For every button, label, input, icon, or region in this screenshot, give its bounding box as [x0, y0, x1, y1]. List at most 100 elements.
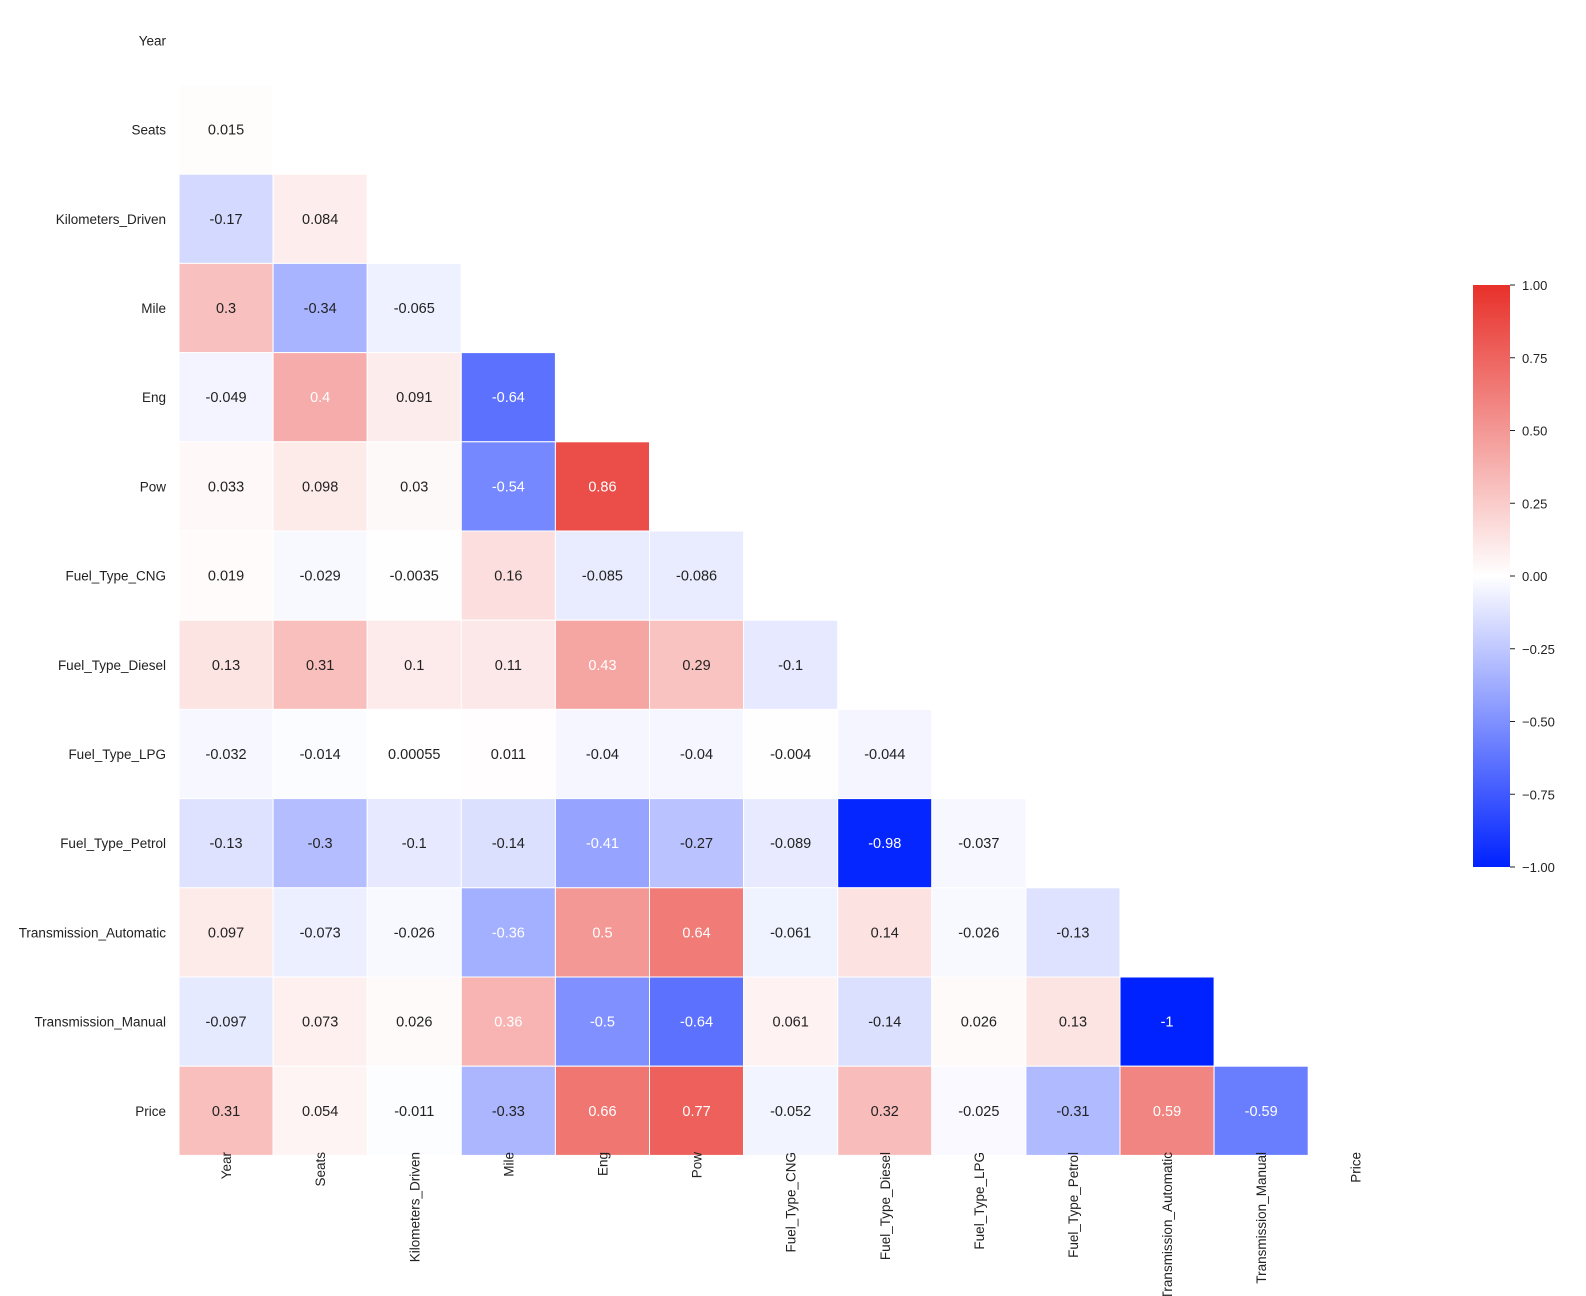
- colorbar-tick-label: 0.25: [1522, 496, 1547, 511]
- cell-value: 0.66: [588, 1104, 616, 1120]
- cell-value: 0.5: [592, 925, 612, 941]
- cell-value: -0.032: [205, 747, 246, 763]
- heatmap-cell: [649, 1065, 745, 1156]
- heatmap-cell: [272, 976, 368, 1067]
- heatmap-cell: [366, 441, 462, 532]
- heatmap-cell: [366, 1065, 462, 1156]
- cell-value: -0.037: [958, 836, 999, 852]
- heatmap-cell: [272, 619, 368, 710]
- heatmap-cell: [178, 262, 274, 354]
- row-label: Transmission_Manual: [34, 1015, 166, 1030]
- column-label: Mile: [501, 1152, 516, 1177]
- row-label: Kilometers_Driven: [56, 212, 166, 227]
- cell-value: 0.31: [212, 1104, 240, 1120]
- heatmap-cell: [1119, 976, 1215, 1067]
- row-label: Pow: [140, 479, 167, 494]
- cell-value: -0.086: [676, 569, 717, 585]
- colorbar: 1.00 0.75 0.50 0.25 0.00 −0.25 −0.50 −0.75 −1.00: [1473, 278, 1555, 875]
- cell-value: -0.1: [778, 658, 803, 674]
- column-label: Transmission_Manual: [1254, 1152, 1269, 1284]
- cell-value: 0.16: [494, 569, 522, 585]
- row-label: Fuel_Type_Petrol: [60, 836, 166, 851]
- heatmap-cell: [366, 887, 462, 978]
- cell-value: -0.026: [958, 925, 999, 941]
- heatmap-cell: [460, 352, 556, 443]
- heatmap-cell: [743, 798, 839, 889]
- cell-value: -0.14: [868, 1015, 901, 1031]
- cell-value: 0.011: [491, 747, 526, 763]
- cell-value: -0.17: [210, 212, 243, 228]
- cell-value: 0.43: [588, 658, 616, 674]
- colorbar-tick-label: 0.50: [1522, 424, 1547, 439]
- heatmap-cell: [649, 976, 745, 1067]
- cell-value: 0.097: [208, 925, 244, 941]
- cell-value: -0.64: [492, 390, 525, 406]
- cell-value: -0.64: [680, 1015, 713, 1031]
- heatmap-cell: [272, 441, 368, 532]
- heatmap-cell: [931, 1065, 1027, 1156]
- cell-value: 0.11: [495, 658, 522, 674]
- heatmap-cell: [460, 887, 556, 978]
- heatmap-cell: [178, 887, 274, 978]
- colorbar-tick-label: 0.00: [1522, 569, 1547, 584]
- row-label: Fuel_Type_CNG: [65, 569, 166, 584]
- cell-value: 0.32: [871, 1104, 899, 1120]
- heatmap-cell: [366, 262, 462, 354]
- colorbar-gradient: [1473, 285, 1510, 867]
- cell-value: -0.097: [205, 1015, 246, 1031]
- cell-value: -0.1: [402, 836, 427, 852]
- column-label: Seats: [313, 1152, 328, 1187]
- heatmap-cell: [178, 619, 274, 710]
- cell-value: 0.86: [588, 479, 616, 495]
- cell-value: 0.14: [871, 925, 899, 941]
- heatmap-cell: [460, 619, 556, 710]
- row-label: Eng: [142, 390, 166, 405]
- row-label: Seats: [131, 123, 166, 138]
- cell-value: 0.29: [682, 658, 710, 674]
- row-labels: Year Seats Kilometers_Driven Mile Eng Pow Fuel…: [19, 33, 167, 1118]
- cell-value: -0.061: [770, 925, 811, 941]
- column-label: Eng: [595, 1152, 610, 1176]
- colorbar-tick-label: 0.75: [1522, 351, 1547, 366]
- cell-value: 0.59: [1153, 1104, 1181, 1120]
- heatmap-cell: [272, 262, 368, 354]
- heatmap-cells: 0.015 -0.17 0.084 0.3 -0.34 -0.065 -0.049 0.4 0.…: [178, 84, 1309, 1156]
- cell-value: 0.054: [302, 1104, 338, 1120]
- cell-value: -0.54: [492, 479, 525, 495]
- cell-value: -0.044: [864, 747, 905, 763]
- heatmap-cell: [1025, 1065, 1121, 1156]
- heatmap-cell: [554, 1065, 651, 1156]
- cell-value: -0.029: [300, 569, 341, 585]
- heatmap-cell: [743, 708, 839, 800]
- heatmap-cell: [178, 84, 274, 175]
- cell-value: -0.04: [586, 747, 619, 763]
- cell-value: 0.019: [208, 569, 244, 585]
- column-label: Fuel_Type_CNG: [784, 1152, 799, 1253]
- heatmap-cell: [272, 173, 368, 264]
- heatmap-cell: [554, 887, 651, 978]
- column-label: Price: [1348, 1152, 1363, 1183]
- cell-value: 0.77: [682, 1104, 710, 1120]
- cell-value: 0.4: [310, 390, 330, 406]
- column-label: Kilometers_Driven: [407, 1152, 422, 1262]
- cell-value: -0.026: [394, 925, 435, 941]
- cell-value: 0.31: [306, 658, 334, 674]
- cell-value: -0.13: [210, 836, 243, 852]
- cell-value: 0.015: [208, 123, 244, 139]
- heatmap-cell: [743, 619, 839, 710]
- heatmap-cell: [366, 530, 462, 621]
- cell-value: -0.41: [586, 836, 619, 852]
- cell-value: 0.13: [1059, 1015, 1087, 1031]
- heatmap-cell: [460, 798, 556, 889]
- heatmap-cell: [460, 1065, 556, 1156]
- heatmap-cell: [1025, 887, 1121, 978]
- heatmap-cell: [931, 887, 1027, 978]
- heatmap-cell: [366, 708, 462, 800]
- cell-value: -0.34: [304, 301, 337, 317]
- heatmap-cell: [460, 976, 556, 1067]
- cell-value: 0.033: [208, 479, 244, 495]
- cell-value: -0.14: [492, 836, 525, 852]
- cell-value: 0.026: [961, 1015, 997, 1031]
- heatmap-cell: [649, 619, 745, 710]
